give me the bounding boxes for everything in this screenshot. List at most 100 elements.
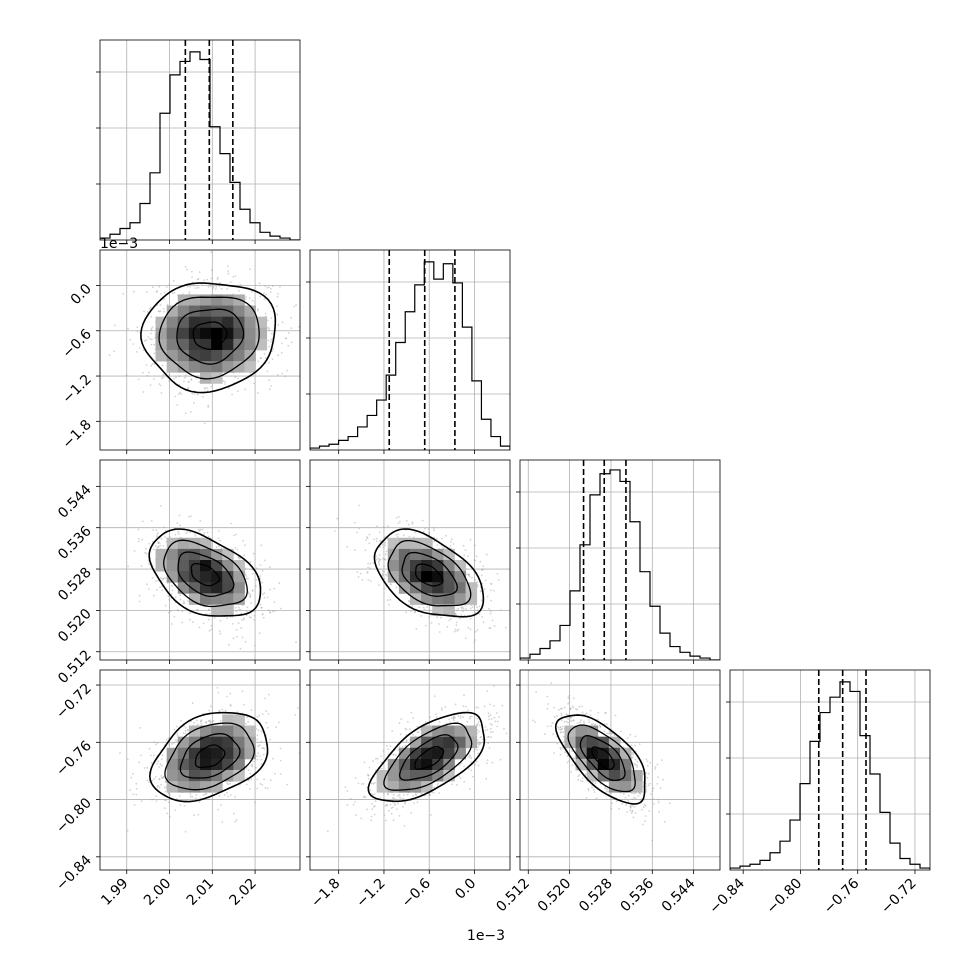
sample-point [581, 705, 583, 708]
sample-point [587, 787, 590, 790]
density-cell [387, 781, 400, 793]
density-cell [222, 338, 234, 351]
sample-point [264, 357, 267, 360]
sample-point [474, 559, 476, 562]
sample-point [276, 295, 279, 298]
sample-point [441, 547, 444, 550]
sample-point [248, 616, 251, 618]
sample-point [150, 762, 153, 764]
sample-point [636, 760, 639, 763]
density-cell [200, 361, 212, 373]
sample-point [604, 712, 606, 715]
sample-point [196, 284, 199, 287]
sample-point [249, 595, 252, 598]
histogram-3 [730, 681, 930, 870]
sample-point [183, 725, 186, 728]
sample-point [471, 606, 474, 608]
sample-point [636, 764, 638, 767]
density-cell [177, 305, 190, 318]
density-cell [200, 338, 212, 351]
sample-point [189, 795, 192, 798]
sample-point [651, 790, 654, 792]
sample-point [212, 287, 214, 290]
sample-point [459, 777, 462, 780]
y-tick-label: −0.6 [59, 326, 94, 361]
sample-point [466, 720, 469, 723]
sample-point [553, 716, 556, 718]
sample-point [459, 617, 461, 620]
sample-point [405, 744, 407, 747]
sample-point [176, 739, 179, 742]
sample-point [346, 804, 349, 807]
sample-point [432, 527, 435, 529]
sample-point [563, 706, 566, 709]
sample-point [605, 791, 607, 793]
y-tick-label: −1.2 [59, 372, 94, 407]
sample-point [197, 278, 200, 280]
density-cell [166, 758, 179, 771]
sample-point [195, 794, 198, 796]
sample-point [407, 721, 409, 723]
sample-point [278, 721, 280, 724]
sample-point [194, 287, 197, 289]
sample-point [264, 312, 267, 315]
sample-point [281, 321, 284, 324]
sample-point [190, 378, 193, 381]
sample-point [454, 716, 456, 719]
sample-point [184, 265, 187, 268]
density-cell [188, 548, 201, 561]
sample-point [277, 354, 279, 357]
sample-point [163, 786, 166, 789]
sample-point [192, 284, 195, 287]
sample-point [129, 338, 132, 341]
sample-point [373, 813, 376, 816]
sample-point [180, 392, 183, 395]
sample-point [145, 552, 148, 555]
sample-point [161, 758, 163, 761]
sample-point [146, 779, 149, 782]
sample-point [270, 385, 272, 387]
sample-point [150, 365, 153, 367]
sample-point [450, 618, 452, 620]
sample-point [256, 755, 258, 758]
density-cell [432, 747, 444, 760]
sample-point [254, 801, 256, 804]
sample-point [559, 731, 562, 734]
sample-point [357, 575, 360, 578]
sample-point [173, 728, 176, 731]
density-cell [166, 327, 179, 340]
sample-point [596, 718, 599, 721]
sample-point [167, 801, 170, 804]
panel-pair-2-3: 0.512 0.520 0.528 0.536 0.544 [493, 669, 721, 915]
density-cell [211, 604, 223, 616]
sample-point [144, 551, 147, 554]
sample-point [480, 574, 483, 577]
sample-point [451, 717, 453, 720]
sample-point [405, 739, 408, 742]
sample-point [152, 798, 155, 801]
sample-point [193, 393, 196, 396]
sample-point [160, 293, 162, 295]
sample-point [251, 290, 253, 293]
sample-point [370, 819, 373, 822]
density-cell [631, 770, 643, 782]
sample-point [354, 549, 356, 552]
sample-point [493, 625, 496, 627]
sample-point [161, 754, 164, 757]
sample-point [482, 568, 484, 571]
panel-content [310, 670, 510, 870]
sample-point [353, 521, 356, 524]
sample-point [368, 533, 371, 536]
sample-point [475, 706, 478, 709]
density-cell [211, 560, 223, 572]
sample-point [247, 779, 250, 782]
sample-point [476, 723, 479, 726]
sample-point [384, 804, 387, 807]
sample-point [145, 547, 147, 550]
sample-point [457, 628, 460, 631]
sample-point [191, 795, 194, 798]
sample-point [163, 310, 166, 313]
sample-point [174, 739, 177, 741]
sample-point [657, 798, 660, 801]
sample-point [467, 555, 469, 558]
